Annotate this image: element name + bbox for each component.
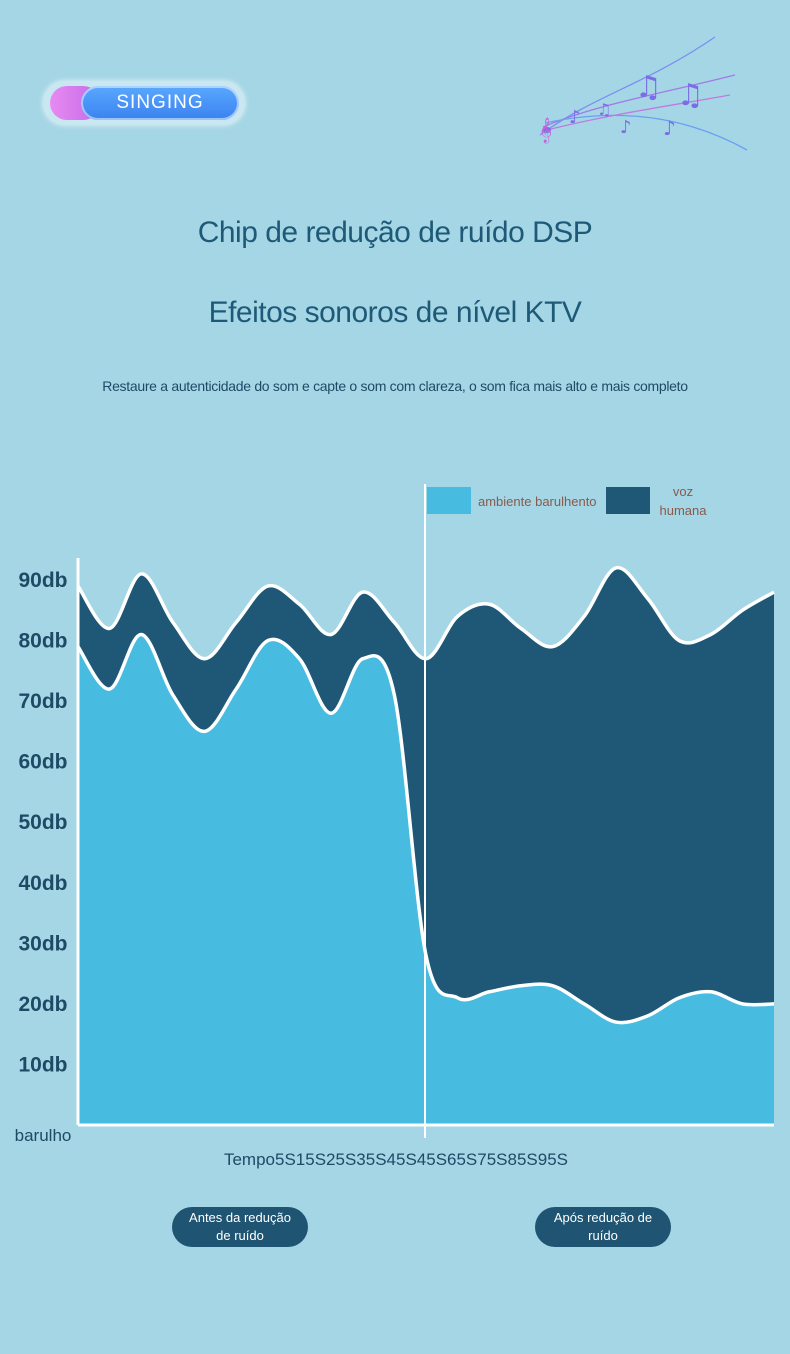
mode-pill[interactable]: SINGING (43, 81, 245, 125)
y-tick-label: barulho (15, 1126, 72, 1145)
after-reduction-badge: Após redução de ruído (535, 1207, 671, 1247)
legend-swatch-noise (427, 487, 471, 514)
y-tick-label: 80db (18, 630, 67, 653)
legend-label-voice: voz humana (660, 484, 708, 518)
noise-line (76, 632, 775, 1025)
y-tick-label: 90db (18, 569, 67, 592)
noise-reduction-chart: 90db 80db 70db 60db 50db 40db 30db 20db 10db baru… (15, 484, 775, 1169)
y-tick-label: 10db (18, 1053, 67, 1076)
x-axis-label: Tempo5S15S25S35S45S45S65S75S85S95S (224, 1150, 568, 1169)
svg-text:♫: ♫ (677, 78, 704, 113)
page-title: Chip de redução de ruído DSP (197, 216, 593, 249)
y-tick-label: 20db (18, 993, 67, 1016)
y-tick-label: 40db (18, 872, 67, 895)
svg-text:♪: ♪ (620, 117, 632, 138)
y-tick-label: 60db (18, 751, 67, 774)
music-notes-icon: 𝄞 ♪ ♫ ♪ ♫ ♪ ♫ (539, 36, 748, 151)
svg-text:♫: ♫ (597, 100, 611, 119)
noise-area (78, 634, 774, 1125)
y-tick-label: 50db (18, 811, 67, 834)
svg-text:♫: ♫ (635, 70, 662, 105)
legend-swatch-voice (606, 487, 650, 514)
svg-text:♪: ♪ (569, 107, 581, 128)
mode-pill-label: SINGING (81, 86, 239, 120)
svg-text:𝄞: 𝄞 (539, 117, 552, 143)
y-tick-label: 30db (18, 932, 67, 955)
y-tick-label: 70db (18, 690, 67, 713)
before-reduction-badge: Antes da redução de ruído (172, 1207, 308, 1247)
page-description: Restaure a autenticidade do som e capte … (102, 378, 688, 394)
svg-text:♪: ♪ (663, 116, 676, 140)
legend-label-noise: ambiente barulhento (478, 494, 597, 509)
page-subtitle-title: Efeitos sonoros de nível KTV (208, 296, 582, 329)
